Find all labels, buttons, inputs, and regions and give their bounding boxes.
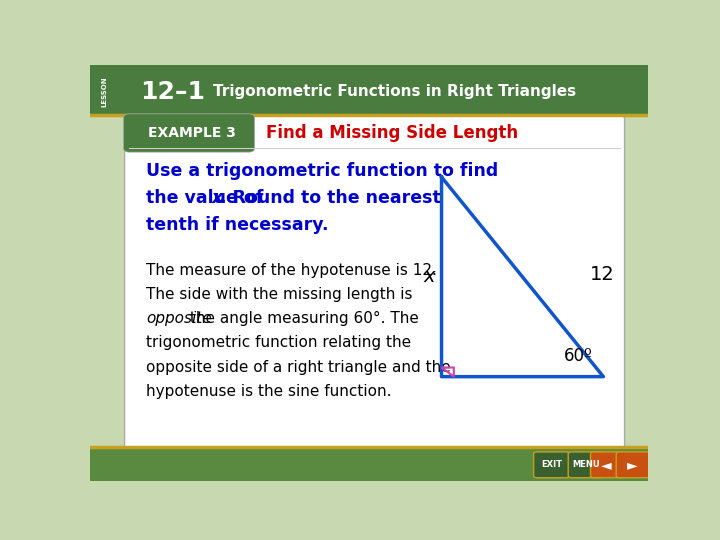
Text: 12–1: 12–1 bbox=[140, 80, 205, 104]
FancyBboxPatch shape bbox=[90, 447, 648, 481]
FancyBboxPatch shape bbox=[124, 114, 255, 152]
Text: Find a Missing Side Length: Find a Missing Side Length bbox=[266, 124, 518, 142]
Text: LESSON: LESSON bbox=[101, 77, 107, 107]
FancyBboxPatch shape bbox=[534, 452, 570, 478]
Text: trigonometric function relating the: trigonometric function relating the bbox=[145, 335, 411, 350]
FancyBboxPatch shape bbox=[568, 452, 604, 478]
Text: the angle measuring 60°. The: the angle measuring 60°. The bbox=[185, 312, 419, 326]
Text: the value of: the value of bbox=[145, 189, 269, 207]
Text: x: x bbox=[212, 189, 223, 207]
Text: MENU: MENU bbox=[572, 460, 600, 469]
Text: opposite side of a right triangle and the: opposite side of a right triangle and th… bbox=[145, 360, 451, 375]
Text: opposite: opposite bbox=[145, 312, 212, 326]
Text: EXAMPLE 3: EXAMPLE 3 bbox=[148, 126, 235, 140]
FancyBboxPatch shape bbox=[90, 65, 648, 114]
Text: Trigonometric Functions in Right Triangles: Trigonometric Functions in Right Triangl… bbox=[213, 84, 576, 99]
Text: ◄: ◄ bbox=[601, 458, 612, 472]
Text: Use a trigonometric function to find: Use a trigonometric function to find bbox=[145, 162, 498, 180]
FancyBboxPatch shape bbox=[590, 452, 624, 478]
Text: ►: ► bbox=[627, 458, 638, 472]
FancyBboxPatch shape bbox=[125, 116, 624, 451]
Text: hypotenuse is the sine function.: hypotenuse is the sine function. bbox=[145, 384, 391, 399]
Text: EXIT: EXIT bbox=[541, 460, 562, 469]
FancyBboxPatch shape bbox=[616, 452, 649, 478]
Text: . Round to the nearest: . Round to the nearest bbox=[220, 189, 441, 207]
Text: tenth if necessary.: tenth if necessary. bbox=[145, 216, 328, 234]
Text: x: x bbox=[423, 267, 435, 286]
Text: 12: 12 bbox=[590, 265, 614, 284]
Text: The side with the missing length is: The side with the missing length is bbox=[145, 287, 413, 302]
Text: The measure of the hypotenuse is 12.: The measure of the hypotenuse is 12. bbox=[145, 263, 436, 278]
Text: 60º: 60º bbox=[564, 347, 593, 365]
